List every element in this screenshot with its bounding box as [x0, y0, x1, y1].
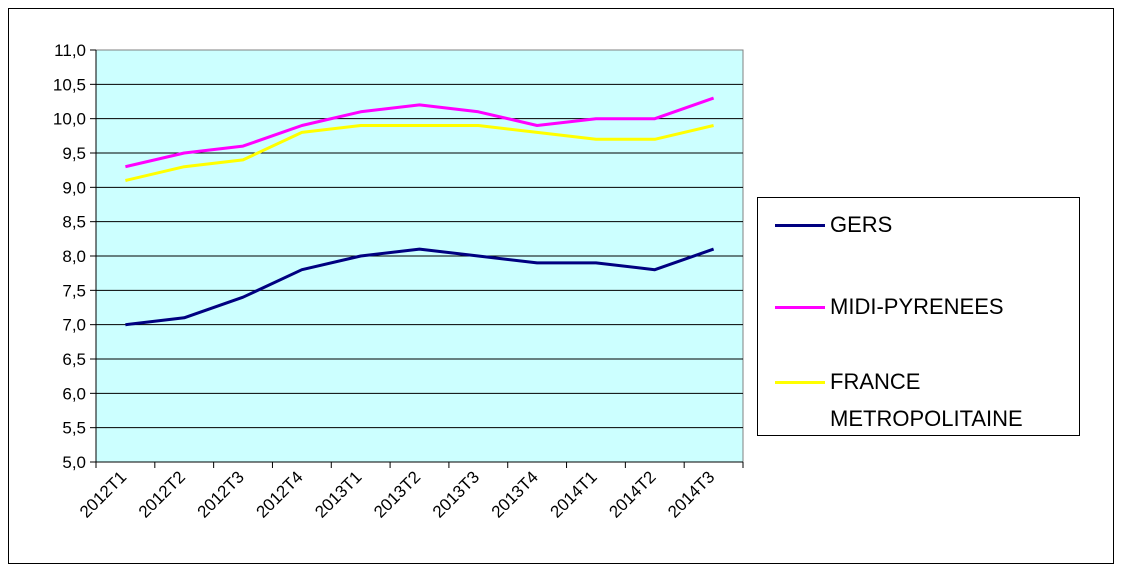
y-tick-label: 9,0: [62, 178, 86, 197]
x-tick-label: 2012T3: [194, 467, 248, 521]
gridlines: [96, 83, 743, 429]
y-axis-tick-labels: 5,0 5,5 6,0 6,5 7,0 7,5 8,0 8,5 9,0 9,5 10,0 10,5 11…: [53, 41, 86, 472]
legend-label-midi-pyrenees: MIDI-PYRENEES: [830, 294, 1004, 319]
legend: GERS MIDI-PYRENEES FRANCE METROPOLITAINE: [757, 197, 1080, 436]
y-tick-label: 11,0: [54, 41, 86, 60]
x-tick-label: 2012T4: [252, 467, 306, 521]
y-tick-label: 5,5: [62, 419, 86, 438]
series-line-midi-pyrenees: [125, 96, 715, 169]
x-tick-label: 2014T2: [605, 467, 659, 521]
legend-label-gers: GERS: [830, 212, 893, 237]
x-tick-label: 2014T3: [664, 467, 718, 521]
legend-swatch-gers: [775, 224, 825, 227]
y-tick-label: 6,5: [62, 350, 86, 369]
series-line-france-metropolitaine: [125, 124, 714, 182]
legend-label-france-line2: METROPOLITAINE: [830, 406, 1023, 431]
y-tick-label: 8,5: [62, 213, 86, 232]
x-tick-label: 2014T1: [547, 467, 601, 521]
x-tick-label: 2012T2: [135, 467, 189, 521]
axes: [90, 49, 744, 468]
legend-label-france-line1: FRANCE: [830, 369, 921, 394]
x-axis-tick-labels: 2012T1 2012T2 2012T3 2012T4 2013T1 2013T2 2013…: [76, 467, 718, 521]
y-tick-label: 7,5: [62, 281, 86, 300]
legend-swatch-france-metropolitaine: [775, 381, 825, 384]
y-tick-label: 10,5: [53, 75, 86, 94]
legend-swatch-midi-pyrenees: [775, 306, 825, 309]
series-lines: [125, 96, 715, 327]
x-tick-label: 2013T4: [488, 467, 542, 521]
x-tick-label: 2013T2: [370, 467, 424, 521]
x-tick-label: 2013T1: [311, 467, 365, 521]
y-tick-label: 7,0: [62, 316, 86, 335]
y-tick-label: 9,5: [62, 144, 86, 163]
x-tick-label: 2013T3: [429, 467, 483, 521]
series-line-gers: [125, 247, 715, 327]
y-tick-label: 6,0: [62, 384, 86, 403]
y-tick-label: 5,0: [62, 453, 86, 472]
x-tick-label: 2012T1: [76, 467, 130, 521]
y-tick-label: 10,0: [53, 110, 86, 129]
y-tick-label: 8,0: [62, 247, 86, 266]
